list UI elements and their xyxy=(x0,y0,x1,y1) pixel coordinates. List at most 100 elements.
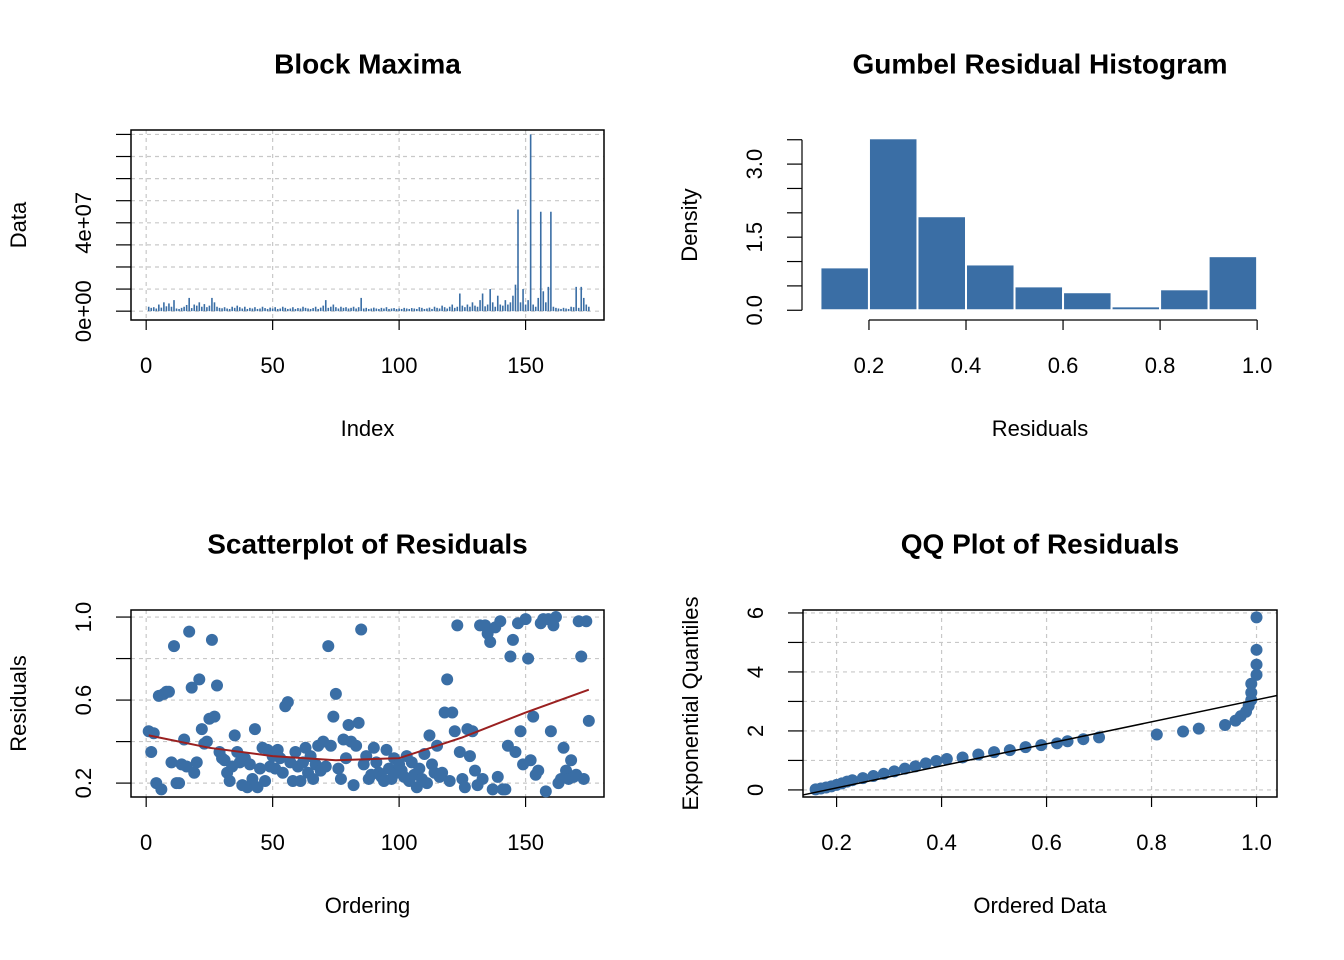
y-tick-label: 4e+07 xyxy=(71,192,96,254)
y-tick-label: 1.0 xyxy=(71,602,96,633)
point xyxy=(342,718,355,731)
point xyxy=(145,745,158,758)
point xyxy=(519,613,532,626)
histogram-bar xyxy=(1062,291,1113,312)
point xyxy=(1177,725,1190,738)
x-tick-label: 1.0 xyxy=(1241,830,1272,855)
point xyxy=(155,783,168,796)
point xyxy=(289,745,302,758)
reference-line xyxy=(802,694,1278,796)
point xyxy=(183,625,196,638)
point xyxy=(243,758,256,771)
x-axis-label: Index xyxy=(341,416,395,441)
x-tick-label: 50 xyxy=(260,353,284,378)
point xyxy=(909,760,922,773)
point xyxy=(1061,735,1074,748)
point xyxy=(380,743,393,756)
y-tick-label: 1.5 xyxy=(742,222,767,253)
point xyxy=(200,735,213,748)
point xyxy=(1250,611,1263,624)
histogram-bar xyxy=(819,266,870,312)
x-tick-label: 0.4 xyxy=(951,353,982,378)
panel-title: Scatterplot of Residuals xyxy=(207,528,528,559)
x-tick-label: 0.2 xyxy=(854,353,885,378)
point xyxy=(506,633,519,646)
point xyxy=(494,615,507,628)
point xyxy=(1019,741,1032,754)
point xyxy=(484,635,497,648)
x-tick-label: 50 xyxy=(260,830,284,855)
point xyxy=(580,615,593,628)
point xyxy=(307,772,320,785)
point xyxy=(846,774,859,787)
point xyxy=(458,781,471,794)
point xyxy=(1150,728,1163,741)
histogram-bar xyxy=(1013,285,1065,312)
plot-frame xyxy=(130,609,605,798)
point xyxy=(514,725,527,738)
x-tick-label: 150 xyxy=(507,830,544,855)
y-tick-label: 0e+00 xyxy=(71,280,96,342)
point xyxy=(888,765,901,778)
point xyxy=(1250,643,1263,656)
point xyxy=(205,633,218,646)
point xyxy=(1250,668,1263,681)
x-tick-label: 0 xyxy=(140,830,152,855)
point xyxy=(1219,719,1232,732)
point xyxy=(436,766,449,779)
point xyxy=(522,652,535,665)
y-axis-label: Exponential Quantiles xyxy=(678,596,703,810)
point xyxy=(549,611,562,624)
x-tick-label: 0.4 xyxy=(926,830,957,855)
point xyxy=(355,623,368,636)
point xyxy=(441,673,454,686)
point xyxy=(898,762,911,775)
y-tick-label: 2 xyxy=(743,725,768,737)
x-tick-label: 0.8 xyxy=(1145,353,1176,378)
point xyxy=(557,741,570,754)
point xyxy=(463,750,476,763)
x-tick-label: 0.6 xyxy=(1048,353,1079,378)
point xyxy=(577,772,590,785)
point xyxy=(1250,658,1263,671)
plot-frame xyxy=(802,609,1278,798)
point xyxy=(423,729,436,742)
point xyxy=(274,752,287,765)
point xyxy=(565,754,578,767)
point xyxy=(491,770,504,783)
point xyxy=(1245,677,1258,690)
histogram-bar xyxy=(1207,255,1259,312)
point xyxy=(190,756,203,769)
panel-title: Gumbel Residual Histogram xyxy=(853,48,1228,79)
point xyxy=(1051,737,1064,750)
point xyxy=(504,650,517,663)
trend-line xyxy=(148,688,590,762)
point xyxy=(352,716,365,729)
point xyxy=(188,766,201,779)
point xyxy=(524,754,537,767)
x-tick-label: 0.2 xyxy=(821,830,852,855)
histogram-bar xyxy=(965,263,1016,312)
point xyxy=(486,783,499,796)
x-tick-label: 0.8 xyxy=(1136,830,1167,855)
y-tick-label: 6 xyxy=(743,607,768,619)
point xyxy=(294,775,307,788)
point xyxy=(448,725,461,738)
point xyxy=(193,673,206,686)
point xyxy=(499,783,512,796)
point xyxy=(195,723,208,736)
point xyxy=(509,745,522,758)
point xyxy=(281,696,294,709)
point xyxy=(1192,722,1205,735)
point xyxy=(443,775,456,788)
point xyxy=(1245,686,1258,699)
y-tick-label: 3.0 xyxy=(742,149,767,180)
x-tick-label: 100 xyxy=(381,830,418,855)
x-axis-label: Residuals xyxy=(992,416,1089,441)
point xyxy=(582,714,595,727)
panel-title: Block Maxima xyxy=(274,48,461,79)
panel-title: QQ Plot of Residuals xyxy=(901,528,1179,559)
point xyxy=(168,640,180,653)
